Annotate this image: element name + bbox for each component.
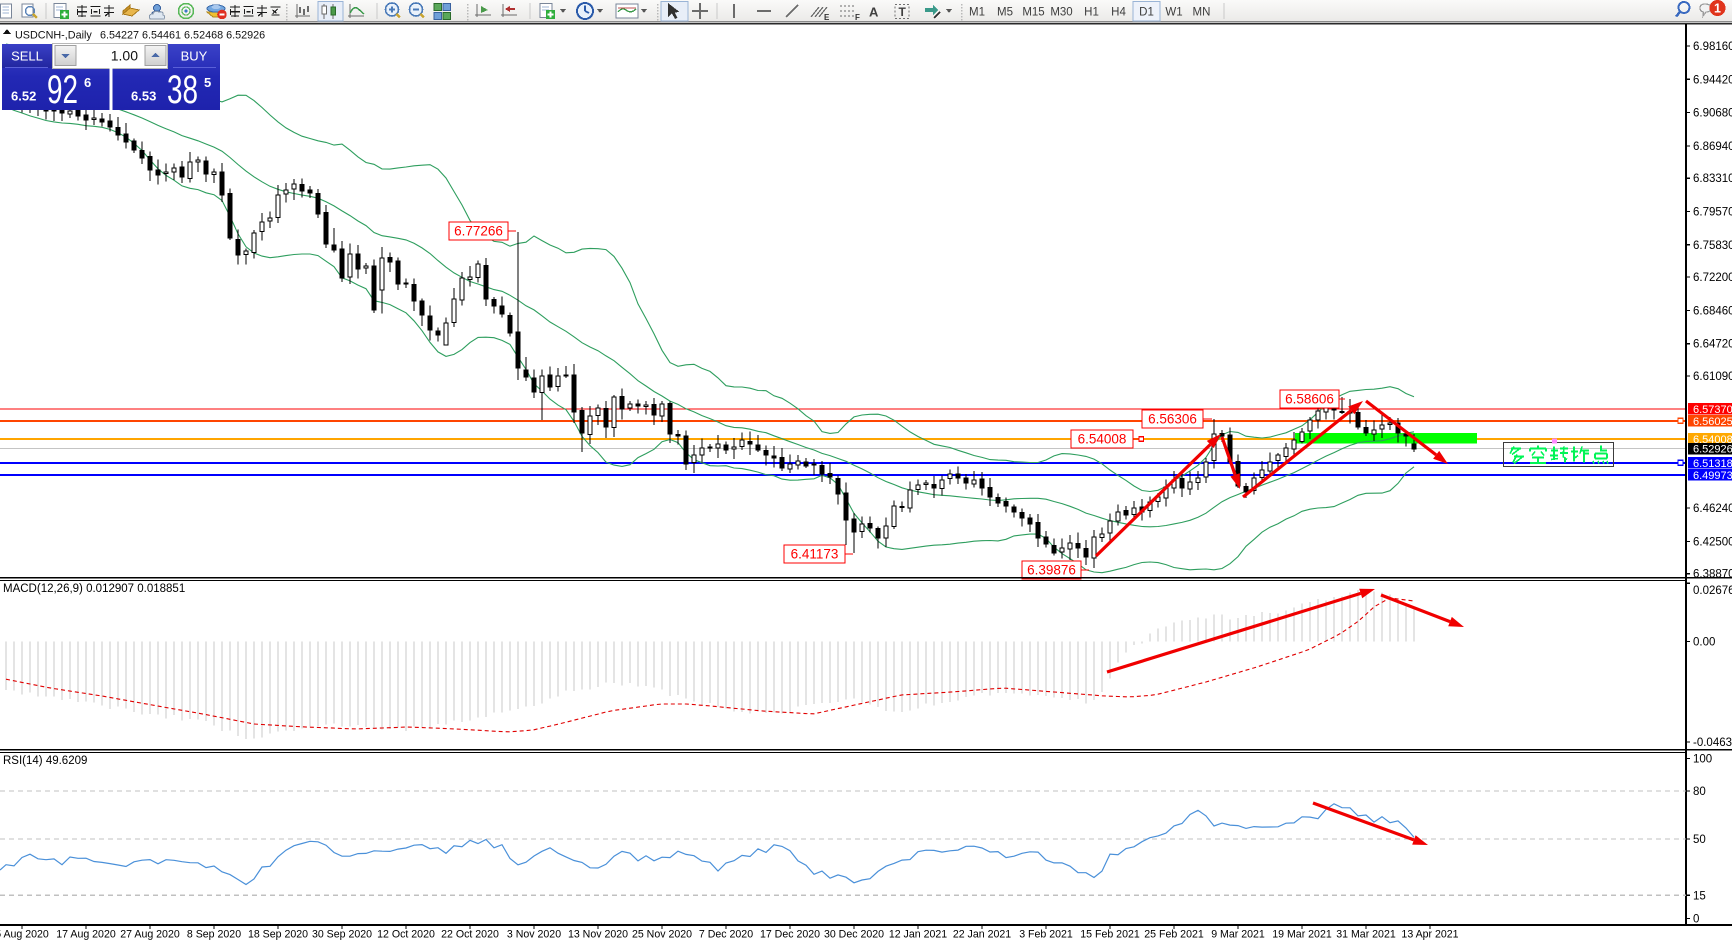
svg-text:6.79570: 6.79570 (1693, 207, 1732, 219)
svg-text:F: F (855, 13, 860, 22)
svg-text:6.83310: 6.83310 (1693, 173, 1732, 185)
svg-text:30 Dec 2020: 30 Dec 2020 (824, 929, 884, 940)
svg-text:3 Feb 2021: 3 Feb 2021 (1019, 929, 1073, 940)
svg-text:-0.046374: -0.046374 (1693, 737, 1732, 749)
svg-text:92: 92 (47, 68, 78, 112)
svg-text:6.77266: 6.77266 (454, 224, 503, 239)
svg-text:6.75830: 6.75830 (1693, 240, 1732, 252)
svg-text:E: E (824, 13, 830, 22)
svg-text:0.02676: 0.02676 (1693, 585, 1732, 597)
svg-text:6.56025: 6.56025 (1693, 416, 1732, 428)
svg-text:17 Dec 2020: 17 Dec 2020 (760, 929, 820, 940)
svg-text:80: 80 (1693, 786, 1706, 798)
svg-text:W1: W1 (1165, 7, 1182, 19)
svg-text:22 Jan 2021: 22 Jan 2021 (953, 929, 1011, 940)
svg-text:6.42500: 6.42500 (1693, 536, 1732, 548)
svg-text:25 Feb 2021: 25 Feb 2021 (1144, 929, 1204, 940)
svg-text:15: 15 (1693, 890, 1706, 902)
svg-text:5 Aug 2020: 5 Aug 2020 (0, 929, 49, 940)
svg-text:6.64720: 6.64720 (1693, 339, 1732, 351)
svg-text:6.58606: 6.58606 (1285, 392, 1334, 407)
svg-text:7 Dec 2020: 7 Dec 2020 (699, 929, 753, 940)
svg-text:BUY: BUY (181, 49, 208, 64)
svg-text:MACD(12,26,9) 0.012907 0.01885: MACD(12,26,9) 0.012907 0.018851 (3, 583, 185, 595)
svg-text:50: 50 (1693, 834, 1706, 846)
svg-text:1: 1 (1714, 2, 1721, 16)
svg-text:6.39876: 6.39876 (1027, 563, 1076, 578)
svg-text:MN: MN (1193, 7, 1211, 19)
svg-text:6.38870: 6.38870 (1693, 569, 1732, 581)
svg-text:19 Mar 2021: 19 Mar 2021 (1272, 929, 1332, 940)
svg-text:SELL: SELL (11, 49, 43, 64)
svg-text:6.51318: 6.51318 (1693, 458, 1732, 470)
svg-text:M1: M1 (969, 7, 985, 19)
svg-text:6.57370: 6.57370 (1693, 404, 1732, 416)
svg-text:3 Nov 2020: 3 Nov 2020 (507, 929, 561, 940)
svg-text:6: 6 (84, 75, 91, 90)
svg-text:27 Aug 2020: 27 Aug 2020 (120, 929, 180, 940)
svg-text:6.54227 6.54461 6.52468 6.5292: 6.54227 6.54461 6.52468 6.52926 (100, 30, 265, 42)
svg-text:6.72200: 6.72200 (1693, 272, 1732, 284)
svg-text:17 Aug 2020: 17 Aug 2020 (56, 929, 116, 940)
svg-text:M5: M5 (997, 7, 1013, 19)
svg-text:RSI(14) 49.6209: RSI(14) 49.6209 (3, 755, 87, 767)
svg-text:6.68460: 6.68460 (1693, 305, 1732, 317)
svg-text:6.54008: 6.54008 (1078, 432, 1127, 447)
svg-text:6.98160: 6.98160 (1693, 41, 1732, 53)
svg-text:6.56306: 6.56306 (1148, 412, 1197, 427)
svg-text:6.52926: 6.52926 (1693, 444, 1732, 456)
svg-text:6.53: 6.53 (131, 89, 156, 104)
svg-text:H4: H4 (1111, 7, 1126, 19)
svg-text:6.52: 6.52 (11, 89, 36, 104)
svg-text:6.61090: 6.61090 (1693, 371, 1732, 383)
svg-text:9 Mar 2021: 9 Mar 2021 (1211, 929, 1265, 940)
svg-text:38: 38 (167, 68, 198, 112)
svg-text:22 Oct 2020: 22 Oct 2020 (441, 929, 499, 940)
svg-text:8 Sep 2020: 8 Sep 2020 (187, 929, 241, 940)
svg-text:0: 0 (1693, 914, 1699, 926)
svg-text:6.49973: 6.49973 (1693, 470, 1732, 482)
svg-text:D1: D1 (1139, 7, 1154, 19)
svg-text:1.00: 1.00 (111, 48, 138, 64)
svg-text:12 Jan 2021: 12 Jan 2021 (889, 929, 947, 940)
svg-text:A: A (869, 5, 879, 20)
svg-text:USDCNH-,Daily: USDCNH-,Daily (15, 30, 92, 42)
svg-text:18 Sep 2020: 18 Sep 2020 (248, 929, 308, 940)
svg-text:15 Feb 2021: 15 Feb 2021 (1080, 929, 1140, 940)
svg-text:6.46240: 6.46240 (1693, 503, 1732, 515)
svg-text:6.94420: 6.94420 (1693, 74, 1732, 86)
svg-text:30 Sep 2020: 30 Sep 2020 (312, 929, 372, 940)
svg-text:13 Nov 2020: 13 Nov 2020 (568, 929, 628, 940)
svg-text:M30: M30 (1050, 7, 1072, 19)
svg-text:6.41173: 6.41173 (791, 547, 839, 562)
svg-text:31 Mar 2021: 31 Mar 2021 (1336, 929, 1396, 940)
svg-text:13 Apr 2021: 13 Apr 2021 (1401, 929, 1458, 940)
svg-text:100: 100 (1693, 754, 1712, 766)
svg-text:12 Oct 2020: 12 Oct 2020 (377, 929, 435, 940)
svg-text:T: T (899, 5, 907, 19)
svg-text:6.86940: 6.86940 (1693, 141, 1732, 153)
svg-text:H1: H1 (1084, 7, 1099, 19)
svg-text:M15: M15 (1022, 7, 1044, 19)
svg-text:6.90680: 6.90680 (1693, 108, 1732, 120)
svg-text:0.00: 0.00 (1693, 637, 1715, 649)
svg-text:25 Nov 2020: 25 Nov 2020 (632, 929, 692, 940)
svg-text:5: 5 (204, 75, 211, 90)
